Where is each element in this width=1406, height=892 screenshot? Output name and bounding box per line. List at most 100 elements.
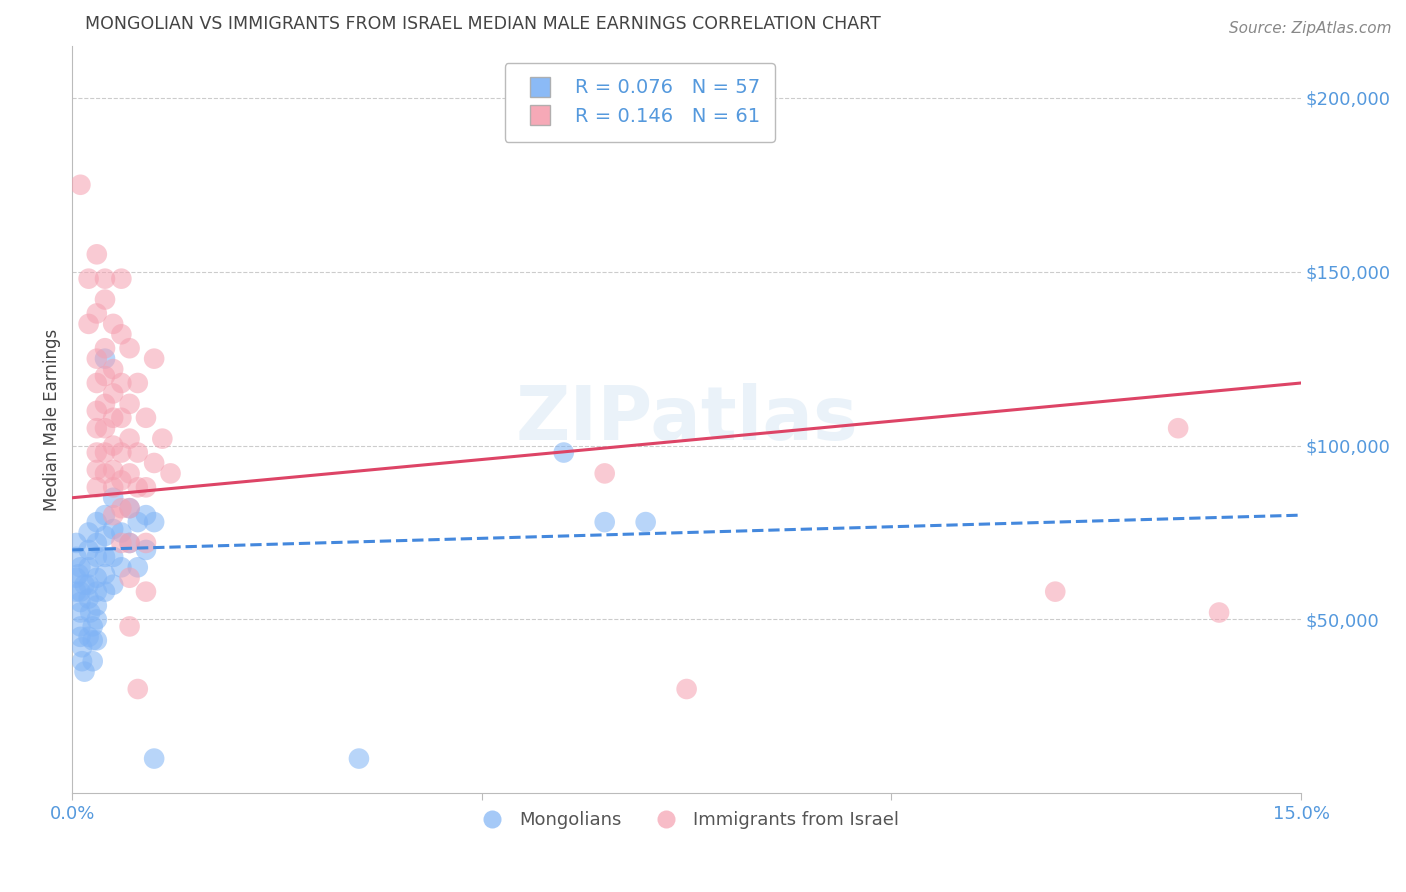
Point: [94, 567, 117, 582]
Point: [86, 480, 108, 494]
Point: [94, 271, 117, 285]
Point: [118, 501, 141, 516]
Point: [65, 584, 87, 599]
Y-axis label: Median Male Earnings: Median Male Earnings: [44, 328, 60, 510]
Point: [86, 584, 108, 599]
Point: [118, 571, 141, 585]
Point: [86, 599, 108, 613]
Point: [110, 525, 132, 540]
Point: [77, 577, 100, 591]
Point: [103, 439, 125, 453]
Point: [634, 515, 657, 529]
Point: [110, 445, 132, 459]
Point: [103, 362, 125, 376]
Point: [94, 445, 117, 459]
Point: [70, 640, 93, 655]
Point: [77, 525, 100, 540]
Point: [77, 630, 100, 644]
Point: [110, 271, 132, 285]
Point: [94, 341, 117, 355]
Point: [86, 536, 108, 550]
Point: [86, 306, 108, 320]
Point: [110, 327, 132, 342]
Point: [103, 491, 125, 505]
Point: [77, 271, 100, 285]
Point: [110, 410, 132, 425]
Point: [118, 536, 141, 550]
Point: [103, 386, 125, 401]
Point: [73, 577, 96, 591]
Point: [1045, 584, 1067, 599]
Point: [143, 515, 166, 529]
Legend: Mongolians, Immigrants from Israel: Mongolians, Immigrants from Israel: [467, 805, 907, 837]
Point: [103, 480, 125, 494]
Point: [110, 536, 132, 550]
Point: [86, 515, 108, 529]
Point: [86, 421, 108, 435]
Point: [103, 577, 125, 591]
Point: [65, 571, 87, 585]
Point: [118, 536, 141, 550]
Point: [143, 751, 166, 765]
Point: [135, 508, 157, 523]
Point: [103, 549, 125, 564]
Point: [77, 560, 100, 574]
Point: [127, 681, 149, 696]
Point: [103, 508, 125, 523]
Point: [110, 474, 132, 488]
Point: [135, 480, 157, 494]
Point: [159, 467, 181, 481]
Point: [69, 619, 91, 633]
Point: [86, 351, 108, 366]
Point: [593, 515, 616, 529]
Text: Source: ZipAtlas.com: Source: ZipAtlas.com: [1229, 21, 1392, 36]
Point: [118, 467, 141, 481]
Point: [103, 410, 125, 425]
Point: [82, 654, 104, 668]
Point: [118, 619, 141, 633]
Point: [86, 463, 108, 477]
Point: [593, 467, 616, 481]
Point: [94, 397, 117, 411]
Point: [65, 549, 87, 564]
Point: [127, 515, 149, 529]
Point: [143, 456, 166, 470]
Point: [127, 480, 149, 494]
Point: [675, 681, 697, 696]
Point: [94, 508, 117, 523]
Point: [135, 542, 157, 557]
Point: [69, 606, 91, 620]
Point: [143, 351, 166, 366]
Point: [110, 560, 132, 574]
Point: [86, 549, 108, 564]
Point: [103, 522, 125, 536]
Point: [135, 536, 157, 550]
Point: [69, 178, 91, 192]
Point: [94, 584, 117, 599]
Point: [69, 595, 91, 609]
Point: [77, 542, 100, 557]
Point: [118, 341, 141, 355]
Point: [1167, 421, 1189, 435]
Point: [110, 501, 132, 516]
Point: [94, 529, 117, 543]
Point: [94, 369, 117, 384]
Point: [127, 445, 149, 459]
Text: ZIPatlas: ZIPatlas: [516, 383, 858, 456]
Point: [135, 584, 157, 599]
Point: [79, 606, 101, 620]
Point: [65, 536, 87, 550]
Point: [103, 463, 125, 477]
Point: [69, 584, 91, 599]
Point: [86, 612, 108, 626]
Point: [86, 247, 108, 261]
Point: [118, 501, 141, 516]
Text: MONGOLIAN VS IMMIGRANTS FROM ISRAEL MEDIAN MALE EARNINGS CORRELATION CHART: MONGOLIAN VS IMMIGRANTS FROM ISRAEL MEDI…: [84, 15, 880, 33]
Point: [67, 567, 90, 582]
Point: [86, 633, 108, 648]
Point: [70, 654, 93, 668]
Point: [86, 571, 108, 585]
Point: [77, 317, 100, 331]
Point: [77, 591, 100, 606]
Point: [82, 633, 104, 648]
